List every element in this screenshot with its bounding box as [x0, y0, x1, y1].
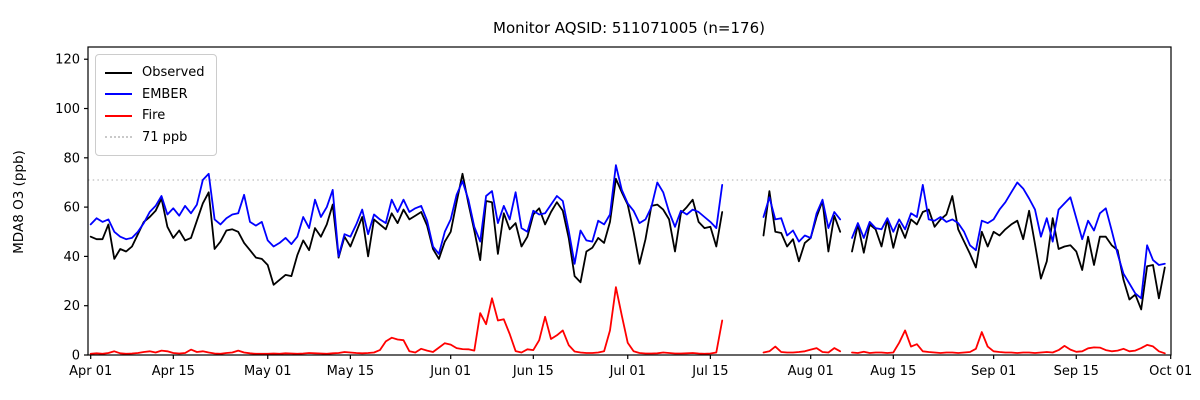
ember-series-line	[851, 181, 1166, 300]
legend-label-ember: EMBER	[142, 86, 188, 102]
x-tick-label: Oct 01	[1149, 364, 1192, 379]
legend-label-fire: Fire	[142, 108, 166, 124]
observed-series-line	[762, 190, 842, 263]
y-tick-label: 60	[63, 201, 80, 216]
fire-series-line	[762, 345, 842, 354]
y-axis-label: MDA8 O3 (ppb)	[11, 150, 27, 254]
x-tick-label: Jun 01	[429, 364, 471, 379]
y-tick-label: 0	[72, 349, 80, 364]
x-tick-label: Apr 01	[69, 364, 112, 379]
y-tick-label: 120	[55, 53, 80, 68]
observed-series-line	[851, 195, 1166, 311]
x-tick-label: May 15	[327, 364, 375, 379]
x-tick-label: May 01	[244, 364, 292, 379]
x-tick-label: Jul 15	[691, 364, 728, 379]
x-tick-label: Aug 01	[788, 364, 834, 379]
legend-item-observed: Observed	[105, 62, 207, 84]
chart-title: Monitor AQSID: 511071005 (n=176)	[493, 19, 765, 37]
x-tick-label: Sep 15	[1054, 364, 1099, 379]
x-tick-label: Sep 01	[971, 364, 1016, 379]
fire-series-line	[851, 329, 1166, 355]
x-tick-label: Jun 15	[512, 364, 554, 379]
y-tick-label: 20	[63, 299, 80, 314]
x-tick-label: Jul 01	[609, 364, 646, 379]
legend: Observed EMBER Fire 71 ppb	[95, 54, 217, 156]
x-tick-label: Apr 15	[152, 364, 195, 379]
fire-line-sample	[105, 114, 132, 117]
ember-line-sample	[105, 93, 132, 96]
legend-item-threshold: 71 ppb	[105, 127, 207, 149]
legend-item-fire: Fire	[105, 105, 207, 127]
legend-label-threshold: 71 ppb	[142, 129, 188, 145]
plot-frame	[87, 46, 1172, 356]
x-tick-label: Aug 15	[870, 364, 916, 379]
y-tick-label: 40	[63, 250, 80, 265]
fire-series-line	[89, 286, 724, 355]
observed-series-line	[89, 172, 724, 286]
observed-line-sample	[105, 71, 132, 74]
legend-item-ember: EMBER	[105, 84, 207, 106]
y-tick-label: 100	[55, 102, 80, 117]
y-tick-label: 80	[63, 151, 80, 166]
ember-series-line	[89, 164, 724, 265]
ember-series-line	[762, 196, 842, 243]
threshold-line-sample	[105, 136, 132, 139]
legend-label-observed: Observed	[142, 65, 205, 81]
